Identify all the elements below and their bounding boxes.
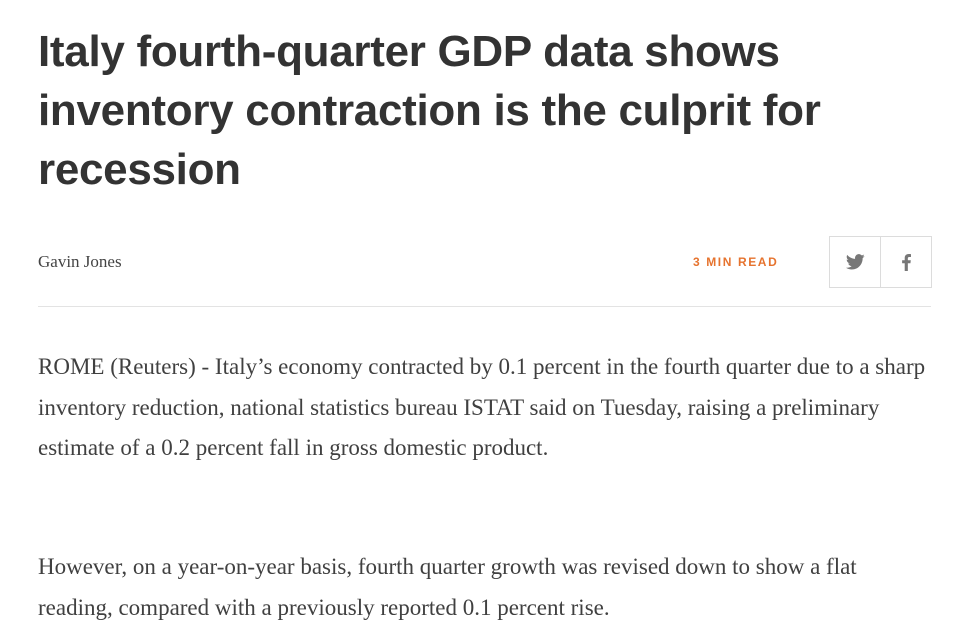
byline-divider <box>38 306 931 307</box>
twitter-icon <box>845 254 865 270</box>
share-twitter-button[interactable] <box>830 237 880 287</box>
article-headline: Italy fourth-quarter GDP data shows inve… <box>38 27 821 194</box>
share-facebook-button[interactable] <box>880 237 931 287</box>
read-time-label: 3 MIN READ <box>693 255 779 269</box>
article-paragraph: However, on a year-on-year basis, fourth… <box>38 554 857 620</box>
author-name[interactable]: Gavin Jones <box>38 252 122 271</box>
share-buttons <box>829 236 932 288</box>
article-paragraph: ROME (Reuters) - Italy’s economy contrac… <box>38 354 926 460</box>
facebook-icon <box>901 253 911 271</box>
byline-bar: Gavin Jones 3 MIN READ <box>38 236 932 288</box>
